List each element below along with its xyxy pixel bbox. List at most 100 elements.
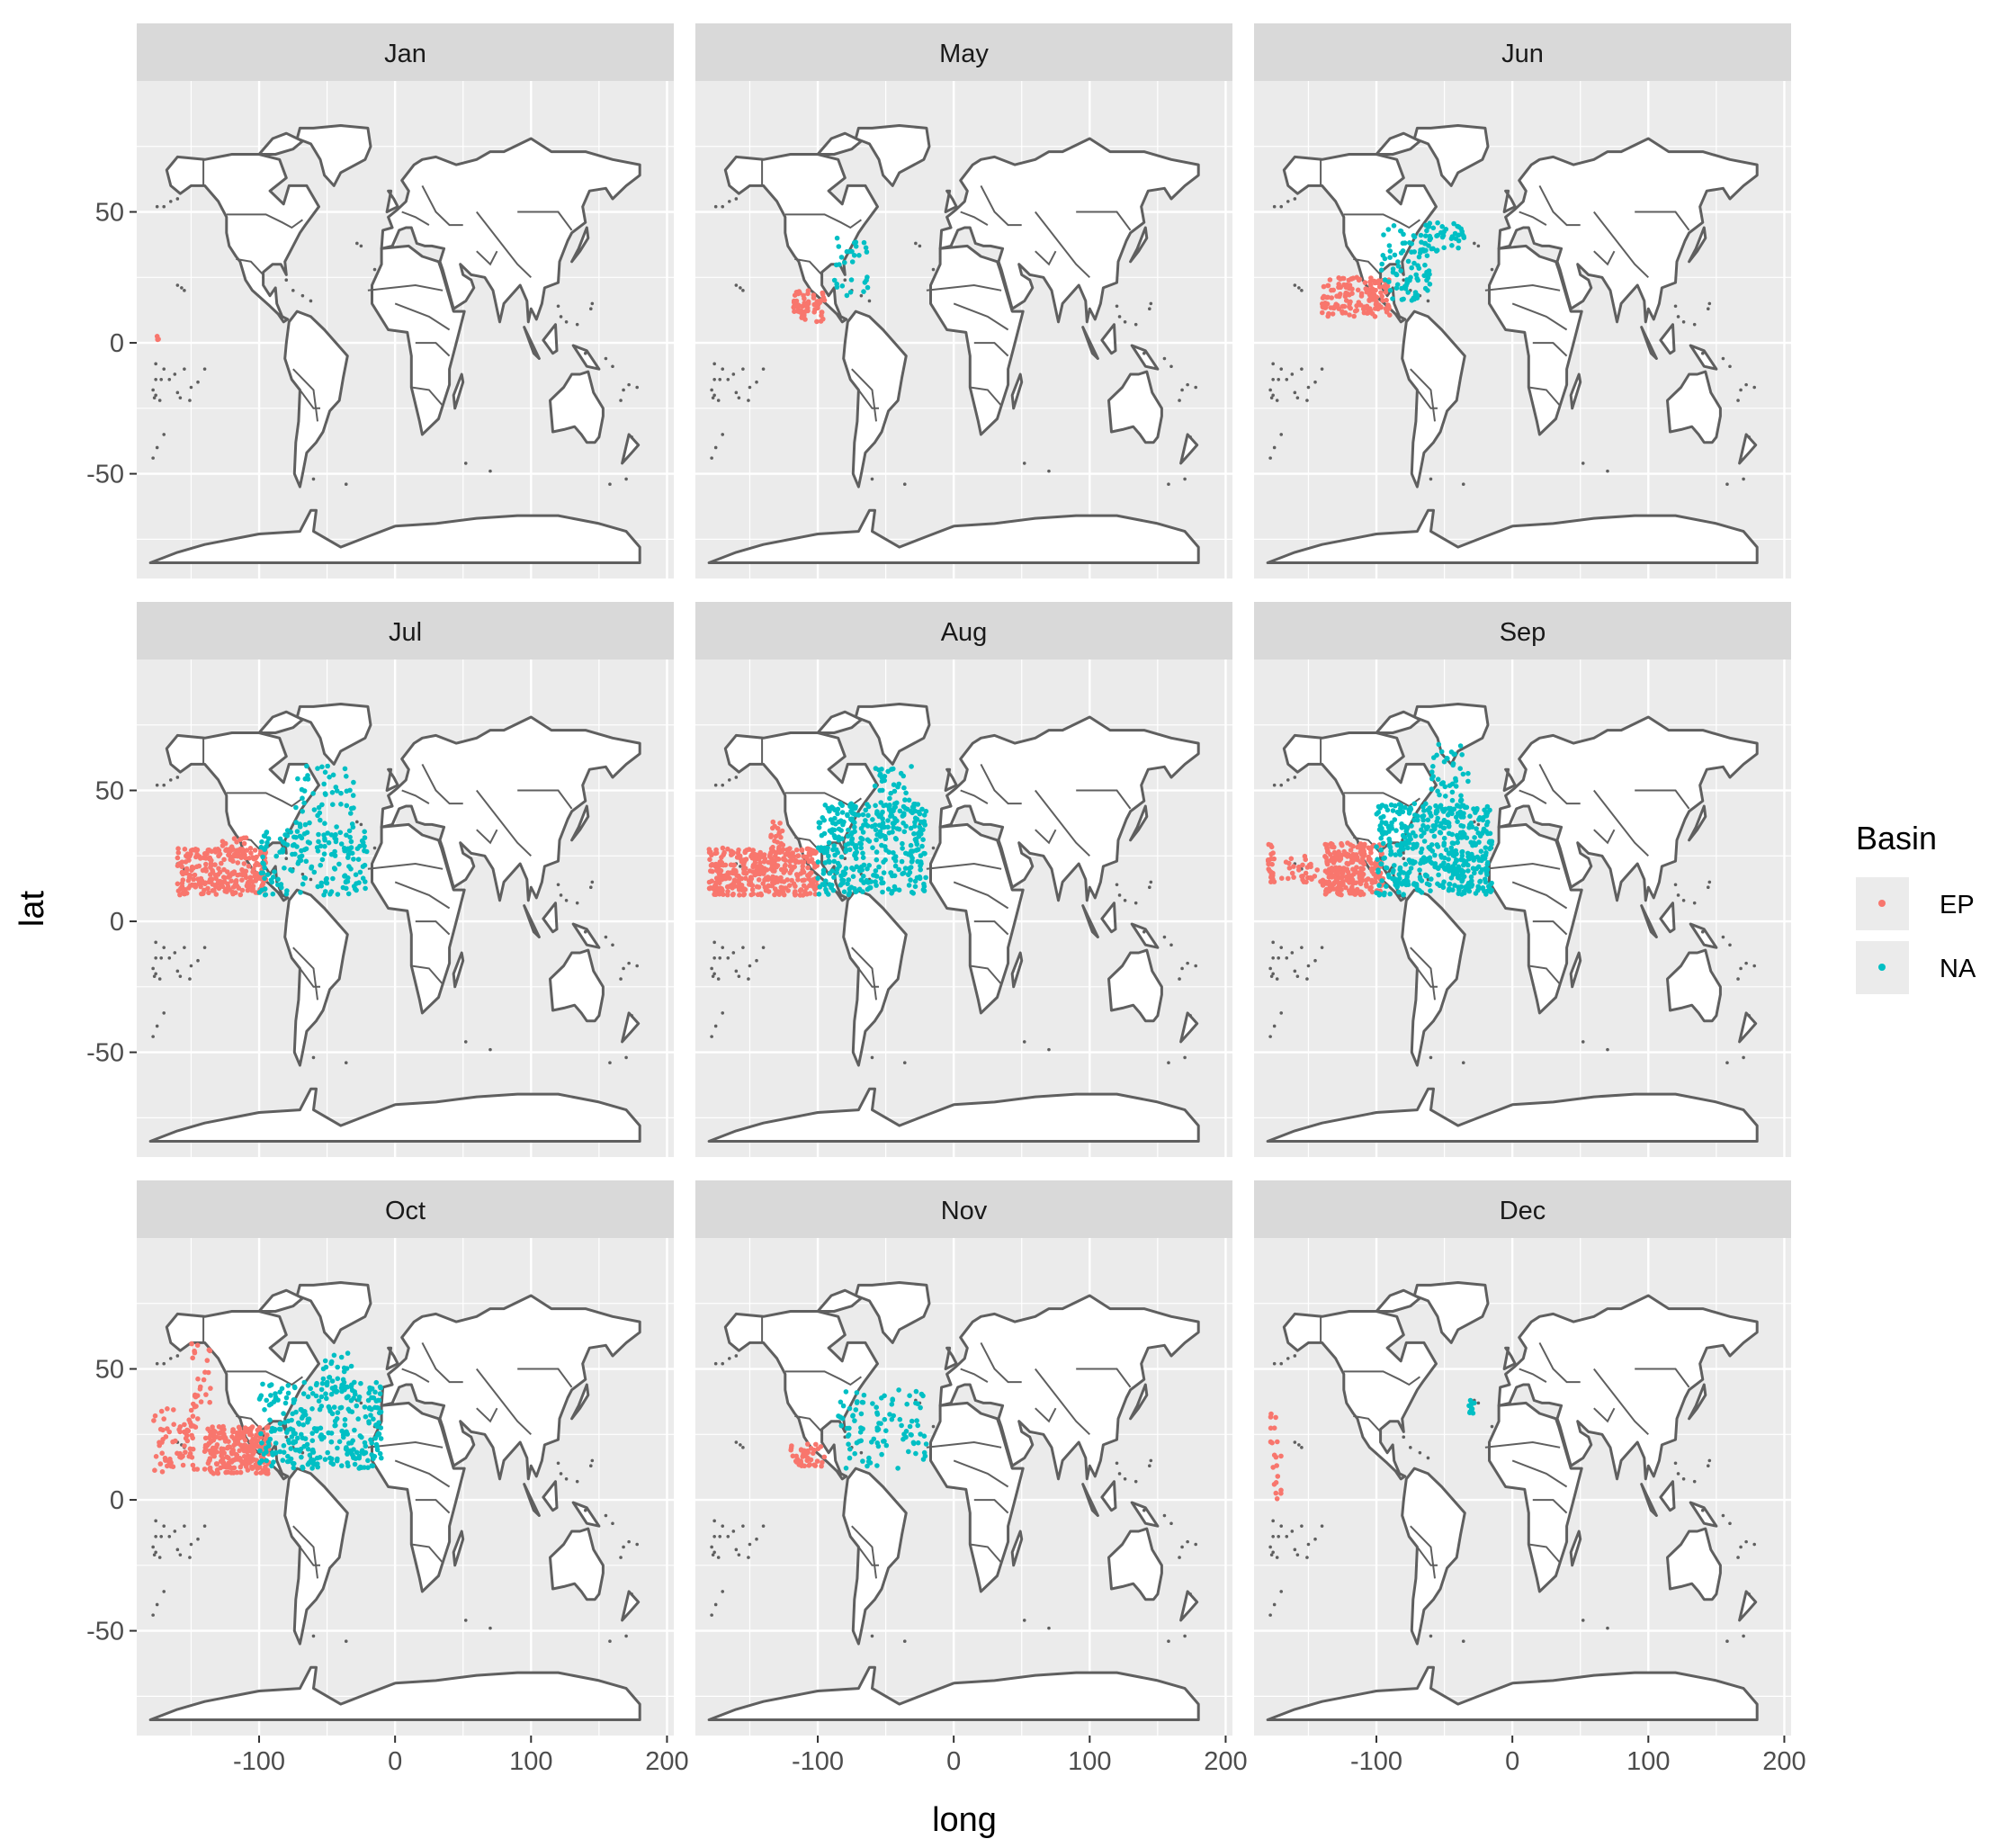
storm-point-na: [1476, 839, 1482, 845]
storm-point-na: [1448, 236, 1455, 242]
storm-point-na: [873, 827, 879, 833]
island-dot: [1133, 322, 1138, 327]
storm-point-na: [894, 800, 900, 806]
storm-point-ep: [801, 313, 807, 319]
island-dot: [1188, 1014, 1192, 1018]
storm-point-ep: [737, 853, 743, 859]
storm-point-na: [853, 845, 859, 851]
storm-point-na: [860, 850, 865, 857]
island-dot: [183, 1524, 186, 1528]
island-dot: [162, 367, 166, 371]
island-dot: [1285, 956, 1289, 960]
island-dot: [1290, 1530, 1295, 1533]
land-polygon: [295, 1281, 372, 1344]
storm-point-na: [840, 1403, 847, 1409]
storm-point-na: [815, 845, 821, 851]
storm-point-ep: [245, 1467, 251, 1473]
island-dot: [611, 1521, 614, 1526]
storm-point-ep: [190, 1355, 195, 1361]
storm-point-ep: [241, 840, 247, 847]
storm-point-na: [329, 1378, 336, 1384]
storm-point-ep: [157, 1440, 162, 1445]
land-polygon: [1497, 1294, 1759, 1481]
island-dot: [1123, 319, 1127, 324]
island-dot: [867, 299, 872, 303]
island-dot: [1271, 393, 1275, 398]
island-dot: [1269, 974, 1274, 978]
storm-point-na: [918, 1391, 925, 1397]
storm-point-ep: [214, 1461, 220, 1467]
storm-point-na: [355, 857, 362, 862]
storm-point-na: [336, 1439, 343, 1445]
land-polygon: [1130, 1501, 1160, 1528]
land-polygon: [283, 1467, 349, 1646]
storm-point-ep: [165, 1406, 170, 1412]
storm-point-ep: [1367, 886, 1373, 893]
island-dot: [859, 293, 864, 298]
island-dot: [175, 1547, 180, 1552]
storm-point-ep: [1336, 306, 1341, 311]
island-dot: [564, 898, 569, 902]
storm-point-na: [1476, 857, 1483, 863]
storm-point-ep: [1271, 1452, 1277, 1458]
island-dot: [167, 956, 172, 960]
island-dot: [1707, 1464, 1710, 1468]
facet-panel-jun: Jun: [1254, 23, 1791, 579]
storm-point-na: [1395, 259, 1401, 265]
legend-title: Basin: [1856, 820, 1937, 857]
island-dot: [1581, 462, 1585, 465]
storm-point-na: [289, 1434, 295, 1440]
storm-point-ep: [1341, 848, 1347, 855]
storm-point-ep: [1308, 864, 1313, 870]
storm-point-ep: [159, 1450, 165, 1456]
storm-point-na: [311, 869, 318, 875]
storm-point-na: [900, 813, 906, 819]
storm-point-na: [899, 858, 905, 865]
island-dot: [1476, 1401, 1481, 1405]
storm-point-na: [317, 1455, 323, 1460]
island-dot: [608, 1061, 612, 1065]
land-polygon: [723, 153, 879, 324]
country-border: [1593, 1368, 1649, 1436]
storm-point-na: [1461, 233, 1466, 239]
storm-point-na: [1385, 824, 1392, 830]
island-dot: [1426, 1456, 1430, 1460]
storm-point-na: [867, 884, 874, 891]
storm-point-ep: [758, 853, 764, 859]
storm-point-na: [1424, 253, 1430, 259]
land-polygon: [1689, 922, 1718, 949]
land-polygon: [842, 1467, 908, 1646]
storm-point-ep: [253, 862, 258, 868]
storm-point-na: [921, 1433, 927, 1439]
storm-point-ep: [1323, 855, 1329, 861]
storm-point-ep: [727, 875, 732, 881]
country-border: [401, 789, 430, 804]
storm-point-ep: [719, 876, 725, 883]
storm-point-na: [1438, 229, 1444, 236]
island-dot: [619, 1556, 623, 1559]
storm-point-ep: [190, 883, 196, 888]
storm-point-na: [340, 1431, 346, 1438]
storm-point-na: [1405, 882, 1411, 887]
storm-point-ep: [206, 1347, 212, 1353]
island-dot: [1279, 783, 1284, 787]
storm-point-na: [1398, 268, 1403, 274]
storm-point-na: [852, 885, 857, 892]
storm-point-na: [1457, 743, 1464, 749]
storm-point-na: [1435, 220, 1440, 226]
island-dot: [1162, 1513, 1167, 1518]
storm-point-ep: [712, 884, 718, 890]
storm-point-na: [822, 803, 829, 808]
storm-point-ep: [1375, 280, 1381, 286]
storm-point-na: [1424, 277, 1429, 283]
storm-point-na: [885, 768, 891, 775]
storm-point-na: [1434, 233, 1439, 239]
storm-point-na: [262, 875, 267, 881]
country-border: [857, 389, 879, 409]
island-dot: [1271, 378, 1275, 381]
country-border: [292, 1525, 318, 1579]
storm-point-na: [838, 1422, 845, 1429]
storm-point-ep: [784, 877, 790, 883]
storm-point-na: [1469, 878, 1474, 884]
storm-point-na: [830, 887, 837, 893]
